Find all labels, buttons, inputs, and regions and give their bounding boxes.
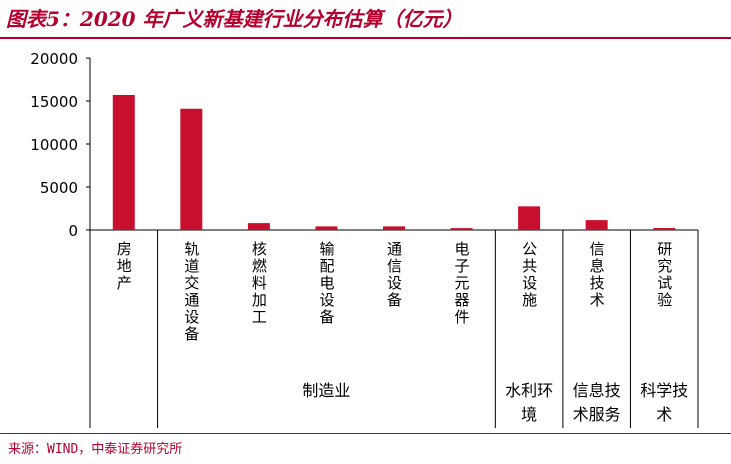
x-category-label: 公共设施 [522, 240, 537, 309]
source-divider [0, 433, 731, 434]
y-tick-label: 5000 [40, 179, 78, 197]
group-label: 水利环境 [505, 381, 553, 424]
bar-4 [315, 226, 338, 230]
bar-8 [585, 220, 608, 230]
x-category-label: 房地产 [117, 240, 132, 292]
x-category-label: 核燃料加工 [252, 240, 267, 326]
title-underline [0, 37, 731, 39]
bar-1 [112, 94, 135, 230]
bar-9 [653, 228, 676, 230]
x-category-label: 通信设备 [387, 240, 402, 309]
source-note: 来源：WIND，中泰证券研究所 [8, 442, 183, 457]
group-label: 制造业 [302, 381, 350, 400]
x-category-label: 电子元器件 [455, 240, 470, 326]
x-category-label: 研究试验 [657, 240, 672, 309]
y-tick-label: 20000 [30, 50, 78, 68]
bar-3 [247, 223, 270, 230]
chart-title: 图表5：2020 年广义新基建行业分布估算（亿元） [6, 7, 463, 31]
y-tick-label: 0 [68, 222, 78, 240]
group-label: 信息技术服务 [573, 381, 621, 424]
x-category-label: 输配电设备 [319, 240, 334, 326]
group-label: 科学技术 [640, 381, 688, 424]
x-category-label: 轨道交通设备 [184, 240, 199, 343]
bar-6 [450, 228, 473, 230]
bar-2 [180, 108, 203, 230]
y-tick-label: 10000 [30, 136, 78, 154]
x-category-label: 信息技术 [590, 240, 605, 309]
y-tick-label: 15000 [30, 93, 78, 111]
bar-5 [383, 226, 405, 230]
bar-7 [518, 206, 541, 230]
